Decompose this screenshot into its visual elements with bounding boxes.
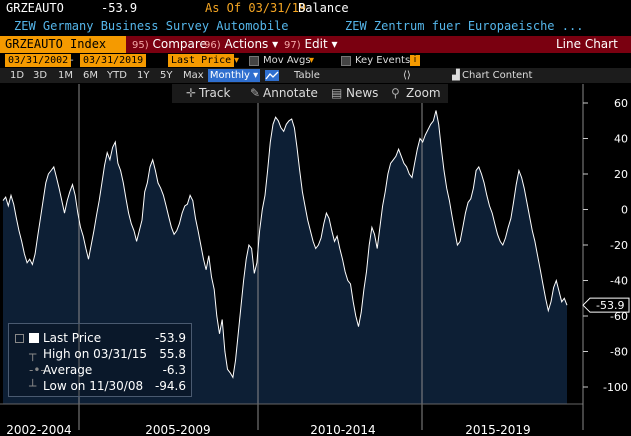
x-section-label: 2010-2014 [310, 423, 375, 436]
period-6m[interactable]: 6M [83, 70, 98, 81]
period-1m[interactable]: 1M [58, 70, 73, 81]
as-of-date: As Of 03/31/19 [205, 1, 307, 15]
compare-button[interactable]: 95) Compare [132, 37, 207, 51]
average-marker-icon: -•- [29, 363, 45, 377]
legend-low: ┴ Low on 11/30/08 -94.6 [9, 378, 191, 394]
index-field[interactable]: GRZEAUTO Index [0, 36, 126, 53]
price-type-select[interactable]: Last Price [168, 54, 235, 67]
chart-content-button[interactable]: Chart Content [462, 70, 533, 81]
low-marker-icon: ┴ [29, 379, 37, 393]
legend-low-label: Low on 11/30/08 [43, 379, 144, 393]
menu-bar: GRZEAUTO Index 95) Compare 96) Actions ▾… [0, 36, 631, 53]
series-area [3, 110, 567, 404]
series-line [2, 110, 568, 379]
date-separator: - [70, 55, 74, 66]
news-icon[interactable]: ▤ [331, 86, 343, 100]
chart-toolbar: ✛ Track ✎ Annotate ▤ News ⚲ Zoom [172, 84, 448, 103]
key-events-checkbox[interactable] [341, 56, 351, 66]
legend-high-label: High on 03/31/15 [43, 347, 148, 361]
annotate-icon[interactable]: ✎ [250, 86, 261, 100]
mov-avgs-checkbox[interactable] [249, 56, 259, 66]
description-right: ZEW Zentrum fuer Europaeische ... [345, 19, 584, 33]
series-swatch [29, 333, 39, 343]
collapse-icon[interactable]: ⟨⟩ [403, 70, 411, 81]
key-events-label: Key Events [355, 55, 411, 66]
y-tick-label: -20 [610, 239, 628, 252]
description-left: ZEW Germany Business Survey Automobile [14, 19, 289, 33]
period-5y[interactable]: 5Y [160, 70, 173, 81]
period-max[interactable]: Max [183, 70, 204, 81]
security-description: ZEW Germany Business Survey Automobile Z… [0, 17, 631, 36]
start-date-field[interactable]: 03/31/2002 [5, 54, 72, 67]
line-chart-icon[interactable] [265, 70, 279, 81]
zoom-icon[interactable]: ⚲ [391, 86, 400, 100]
last-value-marker [582, 297, 630, 313]
legend-high-value: 55.8 [159, 347, 186, 361]
y-tick-label: -80 [610, 346, 628, 359]
legend-last-value: -53.9 [154, 331, 186, 345]
chart-content-icon: ▟ [452, 70, 460, 81]
collapse-box-icon[interactable] [15, 334, 24, 343]
chart-type-label: Line Chart [556, 37, 618, 51]
track-button[interactable]: Track [199, 86, 231, 100]
chart-legend: Last Price -53.9 ┬ High on 03/31/15 55.8… [8, 323, 192, 397]
price-chart[interactable]: 60 40 20 0 -20 -40 -60 -80 -100 -53.9 2002-2004 200… [0, 84, 631, 436]
actions-button[interactable]: 96) Actions ▾ [204, 37, 279, 51]
legend-low-value: -94.6 [154, 379, 186, 393]
y-tick-label: -60 [610, 310, 628, 323]
x-section-label: 2005-2009 [145, 423, 210, 436]
ticker: GRZEAUTO [6, 1, 64, 15]
x-section-label: 2015-2019 [465, 423, 530, 436]
legend-last-label: Last Price [43, 331, 102, 345]
y-tick-label: 40 [614, 133, 628, 146]
field-name: Balance [298, 1, 349, 15]
y-tick-label: 0 [621, 204, 628, 217]
y-tick-label: 20 [614, 168, 628, 181]
price-type-dropdown-icon[interactable]: ▾ [234, 55, 240, 66]
table-button[interactable]: Table [294, 70, 320, 81]
legend-last: Last Price -53.9 [9, 330, 191, 346]
y-tick-label: -40 [610, 275, 628, 288]
track-icon[interactable]: ✛ [186, 86, 197, 100]
annotate-button[interactable]: Annotate [263, 86, 318, 100]
y-tick-label: 60 [614, 97, 628, 110]
last-value: -53.9 [101, 1, 138, 15]
high-marker-icon: ┬ [29, 347, 37, 361]
period-3d[interactable]: 3D [33, 70, 48, 81]
period-1d[interactable]: 1D [10, 70, 25, 81]
legend-average-label: Average [43, 363, 93, 377]
y-tick-label: -100 [603, 381, 628, 394]
options-bar: 03/31/2002 - 03/31/2019 Last Price ▾ Mov… [0, 53, 631, 68]
mov-avgs-label: Mov Avgs [263, 55, 311, 66]
zoom-button[interactable]: Zoom [406, 86, 441, 100]
period-1y[interactable]: 1Y [137, 70, 150, 81]
period-ytd[interactable]: YTD [107, 70, 127, 81]
edit-button[interactable]: 97) Edit ▾ [284, 37, 338, 51]
security-header: GRZEAUTO -53.9 As Of 03/31/19 Balance [0, 0, 631, 17]
legend-average: -•- Average -6.3 [9, 362, 191, 378]
info-icon[interactable]: i [410, 55, 420, 66]
news-button[interactable]: News [346, 86, 379, 100]
mov-avgs-dropdown-icon[interactable]: ▾ [309, 55, 315, 66]
end-date-field[interactable]: 03/31/2019 [80, 54, 147, 67]
legend-average-value: -6.3 [162, 363, 186, 377]
frequency-select[interactable]: Monthly ▾ [208, 69, 260, 82]
period-bar: 1D 3D 1M 6M YTD 1Y 5Y Max Monthly ▾ Tabl… [0, 68, 631, 83]
x-section-label: 2002-2004 [6, 423, 71, 436]
last-value-label: -53.9 [596, 299, 624, 312]
legend-high: ┬ High on 03/31/15 55.8 [9, 346, 191, 362]
